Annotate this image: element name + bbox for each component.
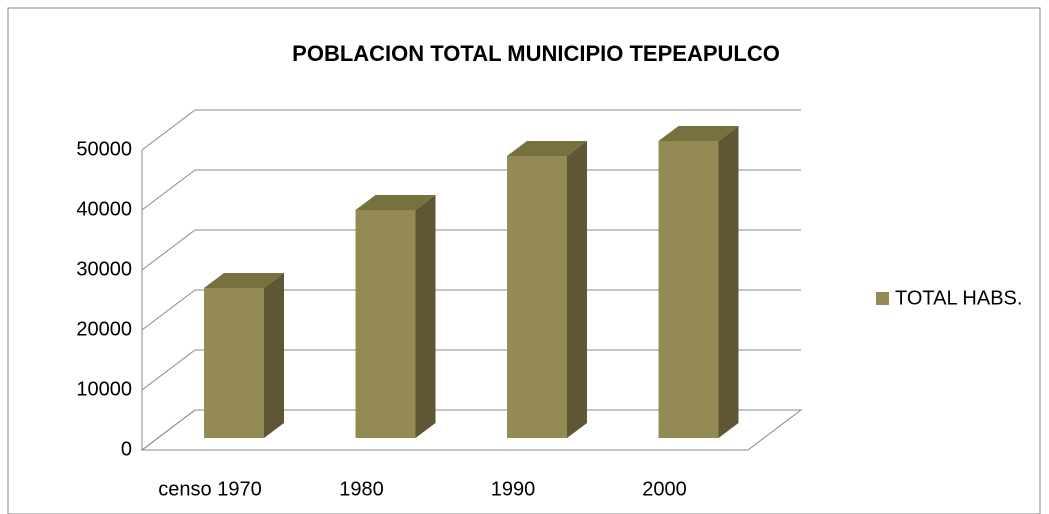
bar — [507, 156, 567, 438]
legend-swatch — [876, 292, 889, 305]
bar — [204, 288, 264, 438]
grid-line — [141, 289, 801, 331]
x-tick-label: censo 1970 — [158, 478, 261, 500]
grid-line — [141, 169, 801, 211]
bar-side — [264, 273, 284, 438]
bar-top — [507, 141, 587, 156]
grid-line — [141, 109, 801, 151]
bar — [658, 141, 719, 438]
x-tick-label: 1990 — [491, 478, 536, 500]
y-tick-label: 20000 — [76, 318, 132, 340]
grid-line — [141, 349, 801, 391]
x-tick-label: 2000 — [642, 478, 687, 500]
chart-title: POBLACION TOTAL MUNICIPIO TEPEAPULCO — [292, 41, 780, 66]
y-tick-label: 10000 — [76, 378, 132, 400]
grid-line — [141, 229, 801, 271]
bar-top — [658, 126, 739, 141]
bar-side — [718, 126, 739, 438]
grid-line — [141, 409, 801, 451]
bar-top — [355, 195, 436, 210]
y-tick-label: 0 — [121, 438, 132, 460]
bar-side — [415, 195, 436, 438]
y-tick-label: 40000 — [76, 198, 132, 220]
bar — [355, 210, 416, 438]
y-tick-label: 30000 — [76, 258, 132, 280]
legend-label: TOTAL HABS. — [895, 287, 1022, 309]
y-tick-label: 50000 — [76, 138, 132, 160]
bar-top — [204, 273, 284, 288]
bar-side — [567, 141, 587, 438]
x-tick-label: 1980 — [339, 478, 384, 500]
